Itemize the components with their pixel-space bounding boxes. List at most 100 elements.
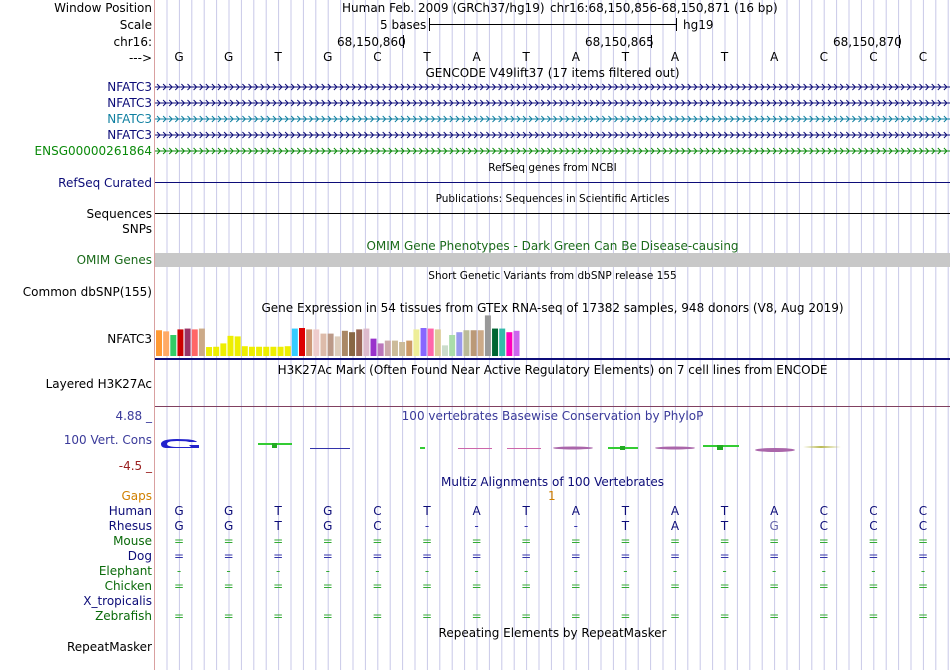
gtex-tissue-bar[interactable] — [213, 346, 220, 356]
phylop-conservation-plot[interactable] — [155, 436, 950, 456]
gtex-tissue-bar[interactable] — [177, 329, 184, 356]
gencode-item-label[interactable]: ENSG00000261864 — [34, 144, 152, 158]
phylop-label[interactable]: 100 Vert. Cons — [63, 433, 152, 447]
gtex-tissue-bar[interactable] — [306, 329, 313, 356]
phylop-track-title[interactable]: 100 vertebrates Basewise Conservation by… — [401, 409, 704, 423]
gencode-transcript[interactable] — [155, 82, 950, 92]
gtex-tissue-bar[interactable] — [248, 346, 255, 356]
gtex-tissue-bar[interactable] — [384, 340, 391, 356]
gtex-tissue-bar[interactable] — [434, 329, 441, 356]
multiz-species-label[interactable]: Chicken — [104, 579, 152, 593]
gtex-track-title[interactable]: Gene Expression in 54 tissues from GTEx … — [261, 301, 844, 315]
multiz-species-label[interactable]: Rhesus — [108, 519, 152, 533]
gtex-tissue-bar[interactable] — [327, 333, 334, 356]
gtex-tissue-bar[interactable] — [470, 330, 477, 356]
gencode-item-label[interactable]: NFATC3 — [107, 96, 152, 110]
dbsnp-label[interactable]: Common dbSNP(155) — [22, 285, 152, 299]
gtex-tissue-bar[interactable] — [499, 328, 506, 356]
gtex-tissue-bar[interactable] — [356, 329, 363, 356]
gtex-bar-chart[interactable] — [155, 315, 555, 357]
gtex-tissue-bar[interactable] — [320, 333, 327, 356]
omim-gene-bar[interactable] — [155, 253, 950, 267]
gtex-tissue-bar[interactable] — [313, 329, 320, 356]
phylop-bar — [755, 448, 795, 452]
gencode-item-label[interactable]: NFATC3 — [107, 80, 152, 94]
gtex-tissue-bar[interactable] — [184, 328, 191, 356]
refseq-curated-line[interactable] — [155, 182, 950, 183]
gtex-tissue-bar[interactable] — [377, 343, 384, 356]
multiz-base: = — [620, 609, 631, 623]
omim-track-title[interactable]: OMIM Gene Phenotypes - Dark Green Can Be… — [366, 239, 739, 253]
gtex-tissue-bar[interactable] — [241, 346, 248, 356]
refseq-curated-label[interactable]: RefSeq Curated — [58, 176, 152, 190]
gtex-tissue-bar[interactable] — [427, 328, 434, 356]
multiz-species-label[interactable]: Elephant — [98, 564, 152, 578]
gtex-tissue-bar[interactable] — [399, 342, 406, 356]
publications-line[interactable] — [155, 213, 950, 214]
gtex-tissue-bar[interactable] — [299, 328, 305, 356]
gtex-tissue-bar[interactable] — [442, 345, 448, 356]
h3k27ac-label[interactable]: Layered H3K27Ac — [45, 377, 152, 391]
gencode-item-label[interactable]: NFATC3 — [107, 128, 152, 142]
repeatmasker-track-title[interactable]: Repeating Elements by RepeatMasker — [438, 626, 667, 640]
gtex-tissue-bar[interactable] — [198, 328, 205, 356]
multiz-gaps-label[interactable]: Gaps — [121, 489, 152, 503]
gtex-tissue-bar[interactable] — [270, 346, 277, 356]
gtex-tissue-bar[interactable] — [206, 347, 213, 356]
gtex-tissue-bar[interactable] — [463, 330, 470, 356]
omim-genes-label[interactable]: OMIM Genes — [76, 253, 152, 267]
gtex-tissue-bar[interactable] — [263, 346, 270, 356]
gtex-tissue-bar[interactable] — [349, 332, 356, 356]
gtex-tissue-bar[interactable] — [406, 340, 413, 356]
snps-label[interactable]: SNPs — [122, 222, 152, 236]
gtex-tissue-bar[interactable] — [234, 336, 241, 356]
gencode-transcript[interactable] — [155, 114, 950, 124]
gencode-transcript[interactable] — [155, 98, 950, 108]
gtex-tissue-bar[interactable] — [156, 330, 162, 356]
gtex-tissue-bar[interactable] — [492, 328, 499, 356]
gtex-tissue-bar[interactable] — [291, 328, 298, 356]
multiz-track-title[interactable]: Multiz Alignments of 100 Vertebrates — [440, 475, 665, 489]
gtex-tissue-bar[interactable] — [513, 330, 520, 356]
gtex-tissue-bar[interactable] — [484, 315, 491, 356]
gtex-tissue-bar[interactable] — [413, 329, 420, 356]
gtex-tissue-bar[interactable] — [456, 332, 463, 356]
gtex-tissue-bar[interactable] — [341, 330, 348, 356]
gtex-tissue-bar[interactable] — [220, 343, 227, 356]
gtex-tissue-bar[interactable] — [163, 331, 170, 356]
publications-track-title[interactable]: Publications: Sequences in Scientific Ar… — [435, 193, 670, 205]
gtex-tissue-bar[interactable] — [449, 335, 456, 356]
gtex-tissue-bar[interactable] — [256, 346, 263, 356]
gencode-item-label[interactable]: NFATC3 — [107, 112, 152, 126]
gtex-gene-label[interactable]: NFATC3 — [107, 332, 152, 346]
gtex-tissue-bar[interactable] — [363, 328, 370, 356]
multiz-species-label[interactable]: Mouse — [113, 534, 152, 548]
multiz-base: = — [471, 534, 482, 548]
gtex-tissue-bar[interactable] — [391, 340, 398, 356]
repeatmasker-label[interactable]: RepeatMasker — [66, 640, 152, 654]
multiz-gap-count[interactable]: 1 — [548, 489, 556, 503]
gtex-tissue-bar[interactable] — [227, 335, 234, 356]
gtex-tissue-bar[interactable] — [506, 332, 513, 356]
multiz-base: = — [769, 609, 780, 623]
gtex-tissue-bar[interactable] — [191, 329, 198, 356]
gtex-tissue-bar[interactable] — [477, 330, 484, 356]
gtex-tissue-bar[interactable] — [370, 338, 377, 356]
dbsnp-track-title[interactable]: Short Genetic Variants from dbSNP releas… — [428, 270, 677, 282]
gencode-transcript[interactable] — [155, 130, 950, 140]
position-range[interactable]: chr16:68,150,856-68,150,871 (16 bp) — [550, 1, 778, 15]
multiz-species-label[interactable]: Zebrafish — [95, 609, 152, 623]
gtex-tissue-bar[interactable] — [277, 346, 284, 356]
gtex-tissue-bar[interactable] — [334, 336, 341, 356]
refseq-track-title[interactable]: RefSeq genes from NCBI — [488, 162, 617, 174]
gtex-tissue-bar[interactable] — [420, 328, 427, 356]
multiz-species-label[interactable]: Human — [108, 504, 152, 518]
publications-sequences-label[interactable]: Sequences — [86, 207, 152, 221]
multiz-species-label[interactable]: Dog — [127, 549, 152, 563]
h3k27ac-track-title[interactable]: H3K27Ac Mark (Often Found Near Active Re… — [277, 363, 828, 377]
gencode-track-title[interactable]: GENCODE V49lift37 (17 items filtered out… — [425, 66, 680, 80]
gtex-tissue-bar[interactable] — [170, 335, 177, 356]
gencode-transcript[interactable] — [155, 146, 950, 156]
gtex-tissue-bar[interactable] — [284, 346, 291, 356]
multiz-species-label[interactable]: X_tropicalis — [83, 594, 152, 608]
